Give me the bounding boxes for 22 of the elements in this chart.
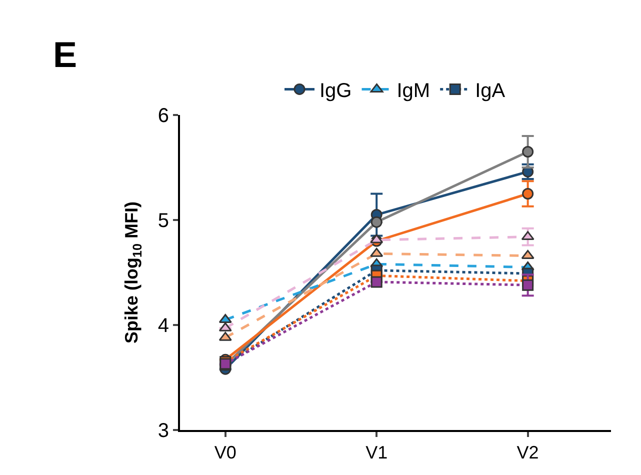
x-tick-label: V1	[366, 442, 388, 463]
y-tick-label: 4	[158, 315, 169, 337]
point	[521, 231, 534, 240]
legend-label: IgM	[396, 80, 430, 102]
point	[522, 279, 534, 291]
y-tick-label: 3	[158, 420, 169, 442]
point	[218, 332, 232, 341]
point	[370, 276, 382, 288]
point	[218, 322, 232, 332]
point	[370, 216, 382, 228]
point	[522, 188, 534, 200]
text: E	[53, 34, 78, 75]
x-tick-label: V2	[516, 442, 539, 463]
legend-label: IgG	[320, 80, 352, 102]
point	[522, 146, 534, 158]
y-tick-label: 6	[158, 105, 169, 127]
y-tick-label: 5	[158, 210, 169, 232]
point	[370, 248, 384, 257]
legend-label: IgA	[475, 80, 506, 102]
point	[521, 250, 534, 259]
point	[370, 234, 384, 244]
x-tick-label: V0	[214, 442, 236, 463]
